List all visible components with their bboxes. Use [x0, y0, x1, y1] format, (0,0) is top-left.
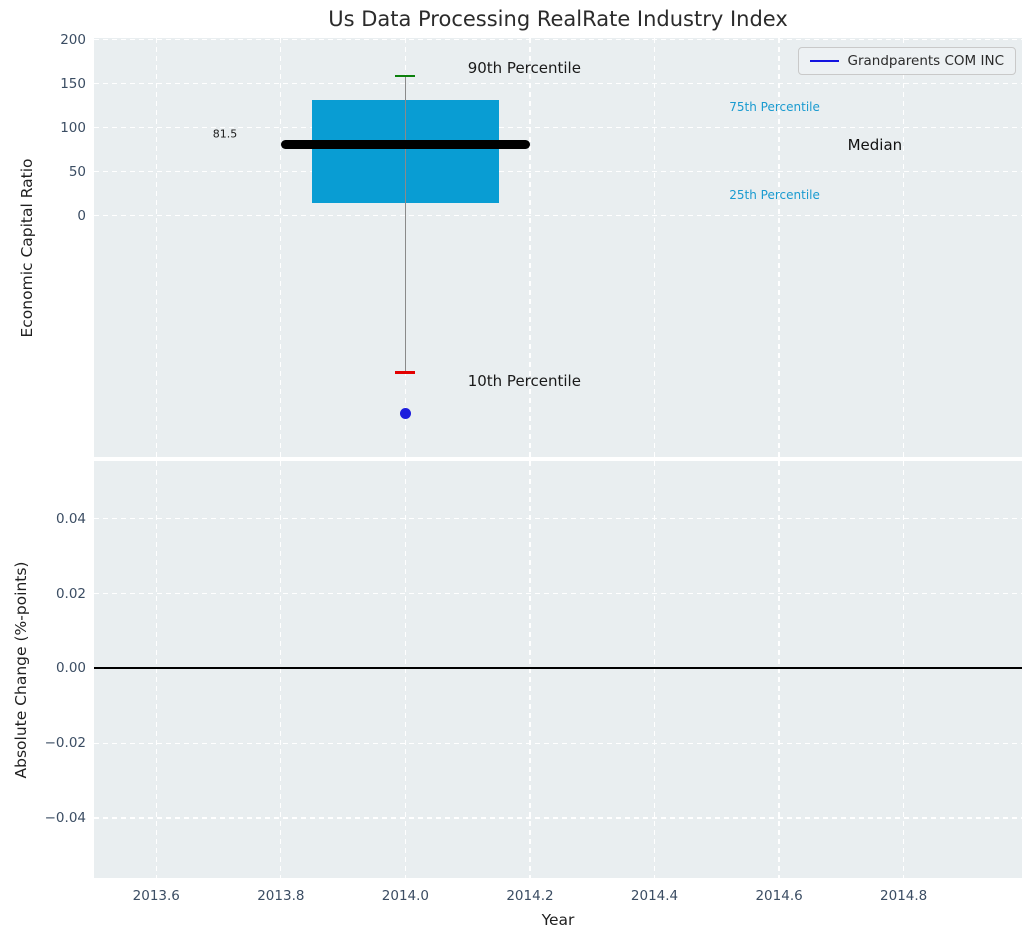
x-tick-label: 2014.8: [880, 888, 928, 904]
v-gridline: [903, 38, 905, 457]
h-gridline: [94, 592, 1022, 595]
annotation-median: Median: [847, 135, 903, 154]
p90-cap: [395, 74, 416, 78]
annotation-75th-percentile: 75th Percentile: [729, 99, 820, 114]
legend-line-sample: [809, 59, 839, 63]
x-tick-label: 2014.4: [630, 888, 679, 904]
annotation-median-value: 81.5: [212, 127, 238, 141]
h-gridline: [94, 171, 1022, 173]
v-gridline: [653, 38, 656, 457]
x-tick-label: 2014.0: [381, 888, 430, 904]
h-gridline: [94, 39, 1022, 41]
v-gridline: [653, 461, 656, 878]
p10-cap: [395, 371, 416, 374]
v-gridline: [404, 461, 407, 878]
top-y-tick-label: 200: [60, 31, 86, 48]
top-y-tick-label: 150: [60, 75, 86, 92]
bottom-y-tick-label: −0.02: [44, 735, 86, 752]
bottom-y-tick-label: 0.02: [55, 585, 86, 602]
whisker-line: [404, 75, 407, 373]
h-gridline: [94, 215, 1022, 217]
v-gridline: [280, 461, 282, 878]
annotation-90th-percentile: 90th Percentile: [467, 58, 581, 77]
legend: Grandparents COM INC: [797, 47, 1016, 75]
bottom-y-tick-label: −0.04: [44, 810, 86, 827]
bottom-y-tick-label: 0.00: [55, 660, 86, 677]
top-y-tick-label: 50: [68, 163, 86, 180]
top-y-axis-label: Economic Capital Ratio: [18, 158, 36, 338]
v-gridline: [778, 461, 780, 878]
h-gridline: [94, 83, 1022, 85]
bottom-y-axis-label: Absolute Change (%-points): [12, 561, 30, 779]
v-gridline: [529, 461, 531, 878]
annotation-10th-percentile: 10th Percentile: [467, 372, 581, 391]
top-axes: [94, 38, 1022, 457]
x-tick-label: 2013.8: [257, 888, 305, 904]
annotation-25th-percentile: 25th Percentile: [729, 187, 820, 202]
bottom-y-tick-label: 0.04: [55, 510, 86, 527]
zero-line: [94, 667, 1022, 670]
top-y-tick-label: 0: [77, 207, 86, 224]
x-tick-label: 2014.2: [506, 888, 554, 904]
v-gridline: [903, 461, 905, 878]
median-line: [280, 139, 530, 149]
h-gridline: [94, 127, 1022, 129]
h-gridline: [94, 817, 1022, 819]
v-gridline: [529, 38, 531, 457]
v-gridline: [280, 38, 282, 457]
v-gridline: [155, 461, 157, 878]
v-gridline: [778, 38, 780, 457]
x-axis-label: Year: [541, 911, 575, 929]
x-tick-label: 2013.6: [132, 888, 180, 904]
v-gridline: [155, 38, 157, 457]
h-gridline: [94, 517, 1022, 520]
x-tick-label: 2014.6: [755, 888, 803, 904]
bottom-axes: [94, 461, 1022, 878]
company-point: [399, 408, 411, 420]
top-y-tick-label: 100: [60, 119, 86, 136]
h-gridline: [94, 742, 1022, 744]
chart-title: Us Data Processing RealRate Industry Ind…: [328, 7, 788, 31]
legend-label: Grandparents COM INC: [847, 53, 1004, 69]
